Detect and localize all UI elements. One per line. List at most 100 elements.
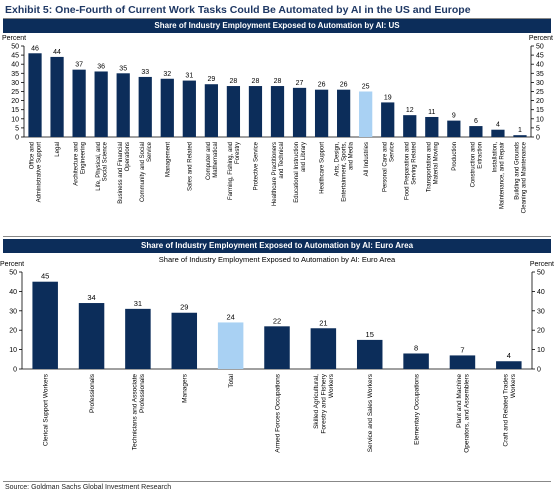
- euro-chart-header: Share of Industry Employment Exposed to …: [3, 239, 551, 253]
- eu-value-label: 8: [414, 343, 418, 352]
- us-category-label: Transportation andMaterial Moving: [426, 142, 439, 192]
- us-category-label-line: Building and Grounds: [515, 142, 521, 200]
- eu-category-label-line: Forestry and Fishery: [321, 373, 328, 433]
- us-category-label-line: Engineering: [81, 142, 87, 174]
- us-category-label-line: Healthcare Practitioners: [272, 142, 278, 206]
- eu-bar: [78, 303, 105, 369]
- us-category-label: Computer andMathematical: [206, 142, 219, 180]
- eu-right-tick-label: 20: [537, 328, 545, 335]
- eu-category-label: Plant and MachineOperators, and Assemble…: [456, 373, 471, 453]
- us-bar: [116, 73, 130, 137]
- eu-category-label-line: Technicians and Associate: [131, 374, 138, 451]
- source-note: Source: Goldman Sachs Global Investment …: [5, 484, 172, 491]
- eu-left-tick-label: 0: [13, 367, 17, 374]
- us-category-label: Sales and Related: [187, 142, 193, 191]
- us-left-tick-label: 35: [11, 71, 19, 78]
- us-left-tick-label: 5: [15, 125, 19, 132]
- us-right-tick-label: 10: [536, 116, 544, 123]
- us-left-tick-label: 0: [15, 135, 19, 142]
- us-right-tick-label: 20: [536, 98, 544, 105]
- us-category-label: Building and GroundsCleaning and Mainten…: [515, 141, 528, 213]
- us-left-tick-label: 15: [11, 107, 19, 114]
- eu-category-label-line: Clerical Support Workers: [42, 373, 49, 446]
- panel-divider: [3, 236, 551, 237]
- us-category-label: Protective Service: [254, 141, 260, 190]
- us-left-tick-label: 10: [11, 116, 19, 123]
- eu-category-label: Total: [228, 373, 235, 387]
- us-value-label: 11: [428, 109, 435, 116]
- us-bar: [292, 87, 307, 137]
- eu-category-label-line: Craft and Related Trades: [502, 373, 509, 446]
- us-right-tick-label: 30: [536, 80, 544, 87]
- us-category-label-line: Business and Financial: [118, 142, 124, 204]
- us-value-label: 44: [53, 49, 61, 56]
- eu-value-label: 31: [134, 299, 142, 308]
- us-category-label-line: Service: [389, 141, 395, 162]
- us-bar: [381, 102, 395, 137]
- us-category-label-line: All Industries: [364, 142, 370, 176]
- eu-value-label: 29: [180, 303, 188, 312]
- us-category-label-line: Office and: [30, 142, 36, 169]
- us-value-label: 26: [318, 82, 326, 89]
- us-right-tick-label: 5: [536, 125, 540, 132]
- us-bar: [469, 126, 483, 137]
- eu-category-label: Clerical Support Workers: [42, 373, 49, 446]
- eu-bar: [310, 328, 337, 369]
- us-value-label: 9: [452, 113, 456, 120]
- us-right-tick-label: 45: [536, 53, 544, 60]
- us-value-label: 1: [518, 127, 522, 134]
- top-divider: [3, 18, 551, 19]
- eu-bar: [125, 308, 151, 369]
- eu-category-label-line: Professionals: [89, 373, 96, 413]
- us-left-tick-label: 40: [11, 62, 19, 69]
- us-bar: [314, 89, 329, 137]
- us-value-label: 46: [31, 45, 39, 52]
- eu-category-label: Professionals: [89, 373, 96, 413]
- us-value-label: 19: [384, 94, 392, 101]
- us-category-label-line: Protective Service: [254, 141, 260, 190]
- us-value-label: 25: [362, 84, 370, 91]
- us-category-label-line: Forestry: [235, 142, 241, 164]
- eu-right-axis-title: Percent: [530, 261, 554, 268]
- us-category-label-line: Administrative Support: [37, 142, 43, 203]
- us-category-label: Arts, Design,Entertainment, Sports,and M…: [335, 141, 355, 201]
- us-bar: [50, 56, 64, 137]
- us-category-label-line: and Media: [349, 141, 355, 170]
- bottom-divider: [3, 481, 551, 482]
- us-value-label: 12: [406, 107, 414, 114]
- us-category-label-line: Social Science: [103, 141, 109, 181]
- us-bar: [359, 91, 373, 137]
- eu-bar: [32, 281, 58, 369]
- us-right-tick-label: 50: [536, 44, 544, 51]
- us-right-tick-label: 25: [536, 89, 544, 96]
- eu-category-label: Service and Sales Workers: [367, 373, 374, 452]
- eu-category-label-line: Armed Forces Occupations: [274, 373, 281, 453]
- us-bar: [447, 120, 461, 137]
- us-category-label: Farming, Fishing, andForestry: [228, 142, 241, 200]
- eu-value-label: 15: [366, 330, 374, 339]
- us-category-label-line: Entertainment, Sports,: [342, 142, 348, 202]
- us-category-label: Life, Physical, andSocial Science: [96, 141, 109, 190]
- eu-left-tick-label: 30: [9, 308, 17, 315]
- us-value-label: 26: [340, 82, 348, 89]
- us-category-label: Healthcare Practitionersand Technical: [272, 142, 285, 206]
- us-category-label-line: Material Moving: [433, 142, 439, 184]
- eu-category-label-line: Operators, and Assemblers: [463, 373, 470, 453]
- eu-category-label: Skilled Agricultural,Forestry and Fisher…: [313, 373, 335, 433]
- eu-right-tick-label: 30: [537, 308, 545, 315]
- eu-category-label-line: Workers: [328, 373, 335, 398]
- us-category-label: Personal Care andService: [382, 141, 395, 192]
- eu-bar: [403, 353, 429, 369]
- eu-bar: [217, 322, 244, 369]
- eu-category-label-line: Plant and Machine: [456, 374, 463, 428]
- us-category-label-line: Production: [452, 142, 458, 171]
- us-value-label: 28: [230, 78, 238, 85]
- eu-left-tick-label: 50: [9, 270, 17, 277]
- eu-category-label: Technicians and AssociateProfessionals: [131, 373, 146, 450]
- us-category-label: Management: [165, 142, 171, 177]
- us-value-label: 35: [119, 65, 127, 72]
- us-category-label: All Industries: [364, 142, 370, 176]
- us-value-label: 32: [163, 71, 171, 78]
- us-bar: [138, 76, 152, 137]
- eu-left-tick-label: 10: [9, 347, 17, 354]
